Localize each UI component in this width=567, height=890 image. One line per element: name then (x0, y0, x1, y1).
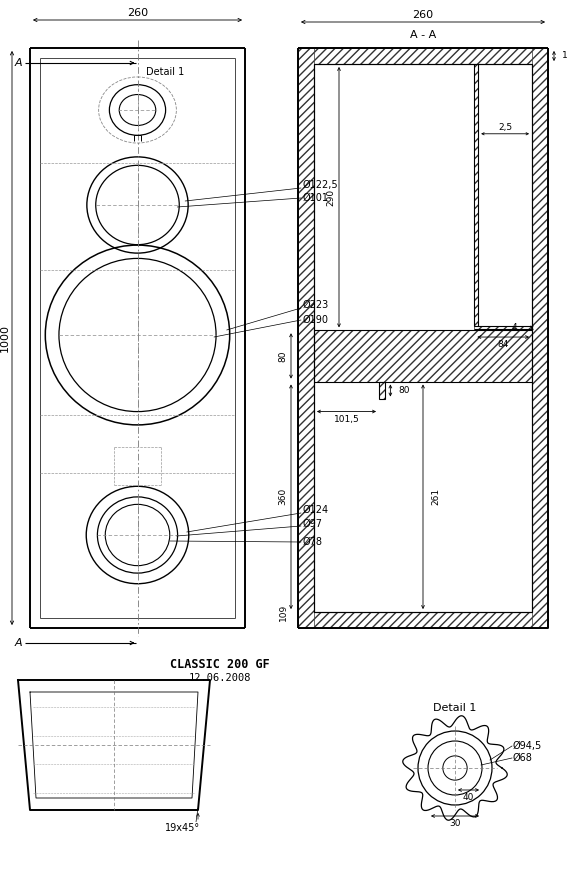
Text: CLASSIC 200 GF: CLASSIC 200 GF (170, 659, 270, 671)
Text: Ø78: Ø78 (303, 537, 323, 547)
Text: 80: 80 (399, 386, 410, 395)
Bar (314, 330, 532, 382)
Text: 12.06.2008: 12.06.2008 (189, 673, 251, 683)
Text: Ø101: Ø101 (303, 193, 329, 203)
Text: 260: 260 (412, 10, 434, 20)
Text: 360: 360 (278, 488, 287, 506)
Bar (298, 48, 548, 64)
Text: 30: 30 (449, 820, 461, 829)
Text: 109: 109 (278, 603, 287, 620)
Bar (298, 48, 314, 628)
Bar (475, 327, 532, 329)
Text: 261: 261 (431, 489, 440, 506)
Text: 101,5: 101,5 (333, 415, 359, 424)
Text: Ø190: Ø190 (303, 315, 329, 325)
Bar (532, 48, 548, 628)
Text: 19: 19 (562, 52, 567, 61)
Text: Ø122,5: Ø122,5 (303, 180, 338, 190)
Text: A - A: A - A (410, 30, 436, 40)
Text: 1000: 1000 (0, 324, 10, 352)
Text: Ø94,5: Ø94,5 (513, 741, 542, 751)
Text: 260: 260 (127, 8, 148, 18)
Text: Ø97: Ø97 (303, 519, 323, 529)
Text: Ø124: Ø124 (303, 505, 329, 515)
Text: 80: 80 (278, 350, 287, 361)
Text: Detail 1: Detail 1 (433, 703, 477, 713)
Text: 290: 290 (327, 189, 336, 206)
Text: 2,5: 2,5 (498, 124, 512, 133)
Bar (475, 64, 478, 327)
Text: Ø68: Ø68 (513, 753, 533, 763)
Bar (379, 382, 386, 400)
Text: Detail 1: Detail 1 (146, 67, 184, 77)
Bar (298, 612, 548, 628)
Text: 40: 40 (463, 792, 474, 802)
Text: A: A (14, 58, 22, 68)
Text: A: A (14, 638, 22, 648)
Text: Ø223: Ø223 (303, 300, 329, 310)
Text: 4: 4 (511, 323, 517, 332)
Text: 19x45°: 19x45° (165, 823, 200, 833)
Text: 84: 84 (497, 340, 509, 349)
